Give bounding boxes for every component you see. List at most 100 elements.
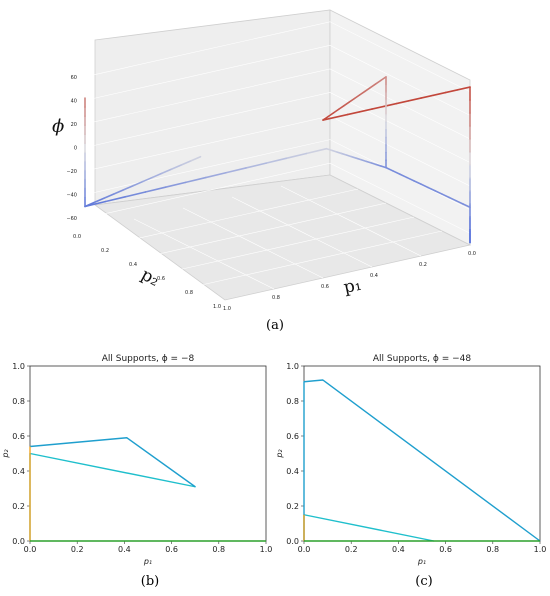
phi-edge-segment [322, 115, 330, 121]
phi-edge-segment [285, 152, 308, 160]
floor-grid-line [112, 188, 359, 245]
p1-tick-label: 1.0 [223, 306, 231, 312]
x-tick-label: 1.0 [260, 545, 273, 554]
phi-edge-segment [395, 100, 410, 105]
y-tick-label: 0.0 [12, 537, 25, 546]
plot-title: All Supports, ϕ = −8 [102, 354, 195, 364]
axis-label-p1: p₁ [342, 275, 363, 298]
phi-edge-segment [427, 186, 436, 192]
phi-edge-segment [358, 108, 373, 113]
phi-edge-segment [343, 101, 351, 107]
x-tick-label: 0.2 [71, 545, 84, 554]
phi-edge-segment [151, 172, 163, 179]
phi-edge-segment [380, 165, 387, 169]
phi-edge-segment [379, 76, 387, 82]
phi-edge-segment [360, 158, 367, 163]
phi-edge-segment [330, 149, 338, 153]
x-axis-label: p₁ [417, 557, 426, 566]
phi-edge-segment [164, 181, 187, 188]
phi-edge-segment [245, 162, 267, 169]
panel-c-plot: All Supports, ϕ = −48 0.0 0.2 0.4 0.6 0.8 1.0 0… [275, 354, 546, 566]
phi-edge-segment [337, 104, 345, 111]
caption-c: (c) [415, 574, 432, 589]
wall-grid-line [84, 162, 471, 234]
z-tick-label: 40 [71, 98, 77, 104]
wall-grid-line [84, 139, 471, 210]
x-axis-label: p₁ [143, 557, 152, 566]
phi-edge-segment [335, 151, 343, 155]
support-series-blue [29, 437, 196, 488]
floor-grid-line [168, 216, 415, 273]
caption-a: (a) [266, 318, 284, 333]
floor-grid-line [196, 230, 443, 287]
phi-edge-segment [353, 94, 361, 100]
phi-edge-segment [462, 203, 471, 209]
z-tick-label: −60 [66, 216, 77, 222]
ticks-3d: 60 40 20 0 −20 −40 −60 0.0 0.2 0.4 0.6 0.8 1.0 0.0 0.2… [66, 75, 476, 312]
z-tick-label: 0 [74, 146, 77, 152]
phi-edge-segment [327, 112, 335, 118]
phi-edge-segment [305, 147, 328, 155]
phi-edge-segment [345, 154, 353, 158]
wall-grid-line [84, 92, 471, 163]
phi-edge-segment [456, 86, 471, 91]
p1-tick-label: 0.6 [321, 284, 329, 290]
phi-edge-segment [355, 157, 363, 161]
phi-edge-segment [370, 162, 377, 166]
phi-edge-segment [103, 193, 115, 199]
phi-edge-segment [420, 183, 429, 189]
phi-edge-segment [432, 91, 447, 97]
x-tick-label: 0.0 [298, 545, 311, 554]
phi-edge-segment [369, 83, 377, 89]
phi-edge-segment [144, 186, 167, 193]
y-tick-label: 0.4 [286, 467, 299, 476]
phi-edge-segment [180, 160, 192, 166]
phi-edge-segment [371, 105, 386, 110]
phi-edge-segment [84, 201, 96, 208]
p2-tick-label: 0.0 [73, 234, 81, 240]
phi-edge-segment [93, 197, 106, 204]
phi-edge-segment [392, 170, 401, 176]
phi-edge-segment [332, 108, 340, 114]
p2-tick-label: 0.2 [101, 248, 109, 254]
z-tick-label: 60 [71, 75, 77, 81]
wall-grid-line [84, 45, 471, 116]
phi-edge-segment [122, 184, 134, 191]
y-tick-label: 0.8 [12, 397, 25, 406]
wall-grid-line [84, 68, 471, 140]
x-tick-label: 0.4 [118, 545, 131, 554]
phi-edge-segment [334, 113, 349, 119]
y-tick-label: 0.2 [286, 502, 299, 511]
p1-tick-label: 0.8 [272, 295, 280, 301]
floor-grid-line [182, 207, 324, 279]
floor-grid-line [280, 185, 422, 257]
z-tick-label: −20 [66, 169, 77, 175]
x-tick-label: 0.2 [345, 545, 358, 554]
p1-tick-label: 0.0 [468, 251, 476, 257]
floor-grid-line [133, 218, 275, 290]
phi-edge-segment [448, 196, 457, 202]
phi-edge-segment [444, 89, 459, 94]
phi-edge-segment [346, 111, 361, 116]
phi-edge-segment [385, 166, 394, 172]
phi-edge-segment [265, 157, 288, 164]
phi-edge-segment [190, 155, 202, 162]
wall-grid-line [84, 21, 471, 93]
phi-edge-segment [364, 86, 372, 93]
x-tick-label: 0.6 [439, 545, 452, 554]
y-tick-label: 1.0 [12, 362, 25, 371]
phi-edge-segment [184, 176, 207, 184]
x-tick-label: 0.0 [24, 545, 37, 554]
y-tick-label: 0.0 [286, 537, 299, 546]
y-tick-label: 0.4 [12, 467, 25, 476]
phi-edge-segment [375, 163, 382, 167]
p1-tick-label: 0.4 [370, 273, 378, 279]
phi-edge-segment [340, 152, 348, 156]
axis-label-p2: p₂ [138, 265, 163, 291]
phi-edges [84, 76, 471, 244]
x-tick-label: 0.6 [165, 545, 178, 554]
p2-tick-label: 0.6 [157, 276, 165, 282]
phi-edge-segment [161, 168, 173, 175]
phi-edge-segment [132, 180, 144, 187]
